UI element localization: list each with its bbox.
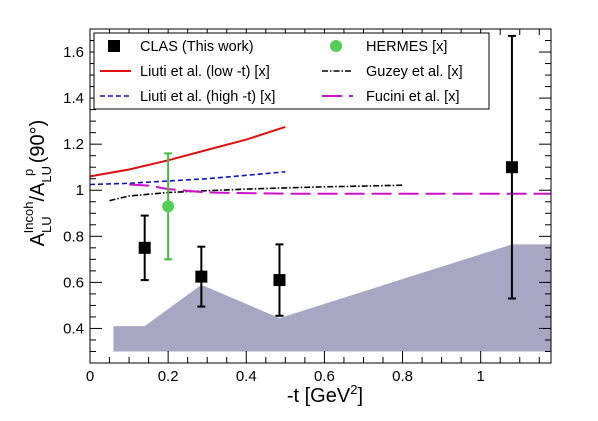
x-tick-label: 0.8: [392, 368, 413, 385]
y-tick-label: 0.4: [63, 320, 84, 337]
x-tick-label: 0.6: [314, 368, 335, 385]
data-points-layer: [138, 34, 518, 317]
series-line-4: [109, 184, 403, 202]
systematic-band-layer: [113, 244, 552, 352]
series-line-5: [129, 183, 551, 195]
y-tick-label: 1.2: [63, 136, 84, 153]
y-tick-label: 1: [76, 182, 84, 199]
legend-label: Guzey et al. [x]: [366, 64, 463, 80]
legend-label: Liuti et al. (low -t) [x]: [140, 64, 270, 80]
data-point-1-0: [162, 200, 175, 213]
legend: CLAS (This work) Liuti et al. (low -t) [x…: [93, 32, 490, 110]
axes-layer: 0 0.2 0.4 0.6 0.8 1 0.4 0.6 0.8 1 1.2 1.4 1.6: [63, 29, 551, 385]
legend-label: HERMES [x]: [366, 39, 447, 55]
legend-label: CLAS (This work): [140, 39, 254, 55]
x-tick-label: 0: [86, 368, 94, 385]
data-point-0-0: [138, 241, 151, 254]
legend-label: Fucini et al. [x]: [366, 89, 459, 105]
data-point-0-2: [273, 274, 286, 287]
legend-marker-circle: [330, 40, 342, 52]
y-axis-title: ALUIncoh/ALUp (90°): [21, 120, 54, 247]
y-tick-label: 0.8: [63, 228, 84, 245]
data-point-0-3: [505, 161, 518, 174]
data-point-0-1: [195, 270, 208, 283]
svg-text:ALUIncoh/ALUp (90°): ALUIncoh/ALUp (90°): [21, 120, 54, 247]
y-tick-label: 1.4: [63, 90, 84, 107]
series-line-2: [89, 125, 286, 178]
systematic-uncertainty-band: [113, 244, 552, 352]
legend-marker-square: [108, 40, 120, 52]
legend-box: [93, 32, 490, 110]
series-line-3: [89, 171, 286, 186]
x-tick-label: 0.2: [158, 368, 179, 385]
plot-frame: [89, 28, 552, 364]
theory-curves-layer: [89, 125, 551, 202]
x-tick-label: 1: [477, 368, 485, 385]
x-tick-label: 0.4: [236, 368, 257, 385]
y-tick-label: 0.6: [63, 274, 84, 291]
legend-label: Liuti et al. (high -t) [x]: [140, 89, 275, 105]
x-axis-title: -t [GeV2]: [287, 382, 363, 407]
y-tick-label: 1.6: [63, 44, 84, 61]
